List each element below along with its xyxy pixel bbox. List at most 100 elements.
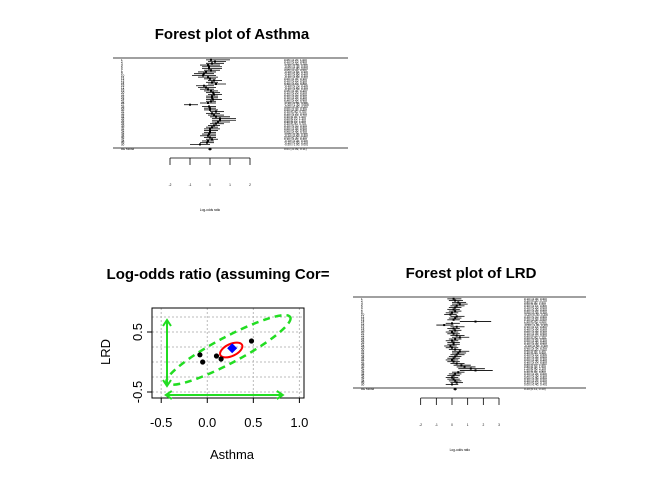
study-point — [197, 352, 203, 358]
asthma-forest-study-label: 14 — [121, 80, 125, 84]
lrd-forest-study-label: 30 — [361, 347, 365, 351]
asthma-forest-study-label: 21 — [121, 92, 125, 96]
asthma-forest-point-estimate — [213, 124, 215, 127]
lrd-forest-title: Forest plot of LRD — [406, 265, 537, 282]
asthma-forest-ci-text: 0.20 [-0.10, 0.50] — [284, 123, 307, 127]
lrd-forest-ci-text: 0.50 [0.00, 1.10] — [524, 349, 546, 353]
asthma-forest-point-estimate — [202, 74, 204, 77]
lrd-forest-point-estimate — [452, 318, 455, 321]
lrd-forest-ci-text: 0.20 [-0.20, 0.60] — [524, 347, 547, 351]
asthma-forest-study-label: 20 — [121, 91, 125, 95]
lrd-forest-ci-text: 0.00 [-0.40, 0.50] — [524, 321, 547, 325]
lrd-forest-summary-ci-text: 0.20 [0.11, 0.30] — [524, 387, 546, 391]
lrd-forest-point-estimate — [449, 313, 452, 316]
y-range-arrowhead-top — [162, 318, 172, 327]
asthma-forest-study-label: 12 — [121, 77, 125, 81]
lrd-forest-study-label: 3 — [361, 300, 363, 304]
asthma-forest-point-estimate — [205, 86, 207, 89]
scatter-x-tick-label: 1.0 — [290, 415, 308, 430]
asthma-forest-point-estimate — [209, 107, 211, 110]
lrd-forest-study-label: 28 — [361, 344, 365, 348]
lrd-forest-point-estimate — [454, 372, 457, 375]
asthma-forest-point-estimate — [211, 62, 213, 65]
asthma-forest-study-label: 48 — [121, 139, 125, 143]
asthma-forest-point-estimate — [217, 120, 219, 123]
asthma-forest-ci-text: -0.30 [-0.80, 0.20] — [284, 72, 308, 76]
lrd-forest-point-estimate — [454, 329, 457, 332]
asthma-forest-ci-text: 0.30 [0.00, 0.70] — [284, 110, 306, 114]
lrd-forest-ci-text: 0.30 [-0.10, 0.80] — [524, 304, 547, 308]
lrd-forest-study-label: 5 — [361, 304, 363, 308]
lrd-forest-ci-text: 0.10 [-0.30, 0.50] — [524, 374, 547, 378]
asthma-forest-summary-diamond — [208, 147, 212, 151]
lrd-forest-point-estimate — [452, 308, 455, 311]
y-range-arrowhead-bottom — [162, 379, 172, 388]
lrd-forest-ci-text: 0.10 [-0.30, 0.50] — [524, 307, 547, 311]
lrd-forest-point-estimate — [454, 348, 457, 351]
asthma-forest-ci-text: -0.30 [-0.70, 0.20] — [284, 84, 308, 88]
asthma-forest-study-label: 23 — [121, 96, 125, 100]
lrd-forest-ci-text: 0.30 [-0.10, 0.80] — [524, 353, 547, 357]
lrd-forest-ci-text: 0.00 [-0.40, 0.40] — [524, 382, 547, 386]
lrd-forest-x-tick-label: 0 — [451, 423, 453, 427]
asthma-forest-ci-text: -0.10 [-0.50, 0.30] — [284, 101, 308, 105]
asthma-forest-ci-text: 0.10 [-0.20, 0.40] — [284, 137, 307, 141]
lrd-forest-ci-text: 1.20 [0.40, 2.10] — [524, 367, 546, 371]
asthma-forest-study-label: 15 — [121, 82, 125, 86]
asthma-forest-x-tick-label: -1 — [189, 183, 192, 187]
asthma-forest-ci-text: 0.00 [-0.30, 0.30] — [284, 136, 307, 140]
asthma-forest-ci-text: 0.50 [0.10, 1.30] — [284, 117, 306, 121]
lrd-forest-ci-text: 0.30 [-0.10, 0.80] — [524, 334, 547, 338]
lrd-forest-study-label: 47 — [361, 377, 365, 381]
asthma-forest-ci-text: -0.50 [-1.00, 0.00] — [284, 142, 308, 146]
asthma-forest-point-estimate — [209, 127, 211, 130]
lrd-forest-ci-text: 0.30 [-0.10, 0.80] — [524, 325, 547, 329]
asthma-forest-study-label: 13 — [121, 79, 125, 83]
asthma-forest-point-estimate — [208, 133, 210, 136]
asthma-forest-study-label: 28 — [121, 104, 125, 108]
asthma-forest-summary-label: RE Model — [121, 147, 135, 151]
asthma-forest-study-label: 44 — [121, 132, 125, 136]
lrd-forest-study-label: 44 — [361, 372, 365, 376]
asthma-forest-ci-text: 0.10 [-0.20, 0.40] — [284, 94, 307, 98]
asthma-forest-study-label: 3 — [121, 61, 123, 65]
lrd-forest-ci-text: -0.10 [-0.50, 0.30] — [524, 313, 548, 317]
asthma-forest-ci-text: 0.30 [-0.10, 0.80] — [284, 82, 307, 86]
lrd-forest-study-label: 40 — [361, 365, 365, 369]
asthma-forest-point-estimate — [207, 88, 209, 91]
lrd-forest-point-estimate — [452, 297, 455, 300]
asthma-forest-study-label: 5 — [121, 65, 123, 69]
asthma-forest-study-label: 24 — [121, 98, 125, 102]
asthma-forest-point-estimate — [207, 134, 209, 137]
lrd-forest-point-estimate — [460, 364, 463, 367]
asthma-forest-point-estimate — [203, 84, 205, 87]
lrd-forest-point-estimate — [455, 304, 458, 307]
lrd-forest-ci-text: 0.20 [-0.20, 0.60] — [524, 354, 547, 358]
asthma-forest-study-label: 18 — [121, 87, 125, 91]
asthma-forest-ci-text: 0.10 [-0.20, 0.40] — [284, 96, 307, 100]
asthma-forest-study-label: 43 — [121, 130, 125, 134]
lrd-forest-x-tick-label: 1 — [467, 423, 469, 427]
asthma-forest-study-label: 42 — [121, 129, 125, 133]
asthma-forest-study-label: 9 — [121, 72, 123, 76]
lrd-forest-study-label: 22 — [361, 334, 365, 338]
lrd-forest-point-estimate — [454, 310, 457, 313]
lrd-forest-ci-text: -0.10 [-0.50, 0.30] — [524, 344, 548, 348]
asthma-forest-study-label: 46 — [121, 136, 125, 140]
asthma-forest-study-label: 33 — [121, 113, 125, 117]
asthma-forest-ci-text: 0.20 [-0.10, 0.70] — [284, 113, 307, 117]
lrd-forest-summary-label: RE Model — [361, 387, 375, 391]
lrd-forest-point-estimate — [455, 315, 458, 318]
lrd-forest-study-label: 19 — [361, 328, 365, 332]
asthma-forest-point-estimate — [210, 89, 212, 92]
asthma-forest-point-estimate — [199, 143, 201, 146]
asthma-forest-point-estimate — [211, 81, 213, 84]
asthma-forest-ci-text: 0.10 [-0.20, 0.70] — [284, 61, 307, 65]
lrd-forest-study-label: 37 — [361, 360, 365, 364]
asthma-forest-study-label: 38 — [121, 122, 125, 126]
asthma-forest-ci-text: -0.05 [-0.40, 0.30] — [284, 104, 308, 108]
lrd-forest-point-estimate — [454, 317, 457, 320]
lrd-forest-study-label: 32 — [361, 351, 365, 355]
lrd-forest-point-estimate — [452, 374, 455, 377]
